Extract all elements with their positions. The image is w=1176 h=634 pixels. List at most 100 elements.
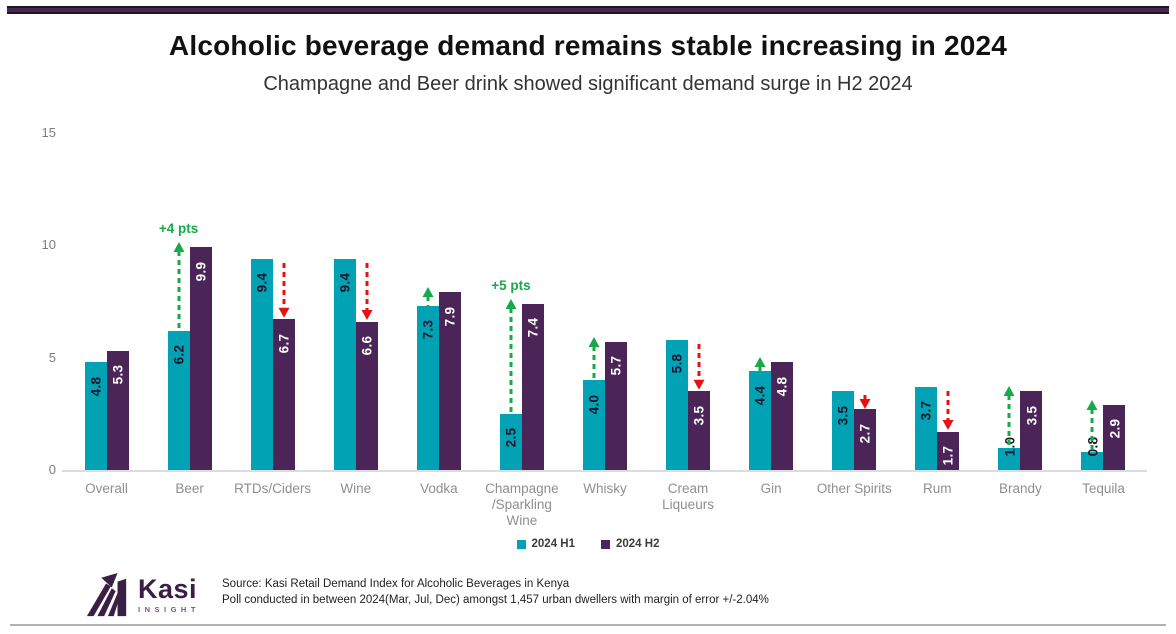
x-axis-line (62, 470, 1147, 472)
increase-arrow-icon (173, 242, 185, 333)
bar-value-label: 2.5 (503, 427, 519, 448)
bar-2024-h1 (333, 258, 356, 470)
bar-2024-h1 (666, 339, 689, 470)
category-label: Cream Liqueurs (662, 481, 714, 512)
legend-swatch-h1-icon (516, 539, 526, 549)
source-note: Source: Kasi Retail Demand Index for Alc… (222, 576, 769, 608)
top-banner-bar (7, 6, 1169, 14)
bar-value-label: 4.0 (586, 394, 602, 414)
bar-value-label: 2.9 (1106, 418, 1122, 439)
bar-value-label: 3.5 (835, 405, 851, 426)
category-label: Brandy (998, 481, 1042, 496)
increase-arrow-icon (1086, 399, 1098, 454)
category-label: Wine (340, 481, 372, 496)
source-line-1: Source: Kasi Retail Demand Index for Alc… (222, 578, 570, 590)
bar-2024-h1 (1081, 452, 1104, 470)
bar-2024-h2 (605, 341, 627, 470)
source-line-2: Poll conducted in between 2024(Mar, Jul,… (222, 594, 769, 606)
bar-value-label: 6.7 (276, 333, 292, 354)
y-tick-label: 0 (48, 462, 56, 477)
bar-value-label: 9.9 (193, 261, 209, 282)
bar-2024-h2 (272, 319, 295, 470)
category-label: Gin (760, 481, 782, 496)
increase-arrow-icon (1003, 386, 1015, 450)
category-label: Beer (175, 481, 204, 496)
bar-2024-h1 (416, 305, 439, 470)
bar-value-label: 4.4 (752, 385, 768, 405)
bar-2024-h1 (832, 391, 855, 470)
chart-legend: 2024 H1 2024 H2 (0, 538, 1176, 550)
bar-value-label: 5.3 (110, 364, 126, 385)
bar-value-label: 1.7 (940, 445, 956, 466)
bar-value-label: 3.7 (918, 400, 934, 421)
bar-2024-h2 (189, 247, 212, 470)
arrow-annotation: +5 pts (491, 277, 531, 293)
bar-2024-h1 (749, 371, 772, 470)
decrease-arrow-icon (859, 395, 871, 410)
y-tick-label: 15 (41, 124, 56, 140)
category-label: Whisky (583, 481, 627, 496)
bar-2024-h2 (106, 350, 129, 470)
logo-subtext: INSIGHT (138, 605, 200, 615)
bar-2024-h2 (355, 321, 378, 470)
bar-value-label: 9.4 (337, 272, 353, 293)
bar-value-label: 6.6 (359, 335, 375, 356)
category-label: Tequila (1082, 481, 1125, 496)
bar-2024-h2 (521, 303, 544, 470)
increase-arrow-icon (754, 357, 766, 373)
bar-value-label: 9.4 (254, 272, 270, 293)
bar-value-label: 6.2 (171, 344, 187, 365)
bar-2024-h2 (771, 362, 794, 470)
kasi-logo-icon (86, 572, 127, 617)
decrease-arrow-icon (693, 343, 705, 390)
bar-value-label: 3.5 (691, 405, 707, 426)
bar-2024-h2 (937, 431, 960, 470)
bar-2024-h1 (250, 258, 273, 470)
y-tick-label: 5 (48, 349, 56, 365)
bar-value-label: 5.7 (608, 355, 624, 376)
decrease-arrow-icon (278, 262, 290, 318)
legend-label-h1: 2024 H1 (531, 538, 575, 550)
category-label: Overall (85, 481, 128, 496)
decrease-arrow-icon (361, 262, 373, 320)
bar-2024-h1 (998, 447, 1021, 470)
legend-item-2024-h1: 2024 H1 (516, 538, 575, 550)
bar-value-label: 5.8 (669, 353, 685, 374)
bar-value-label: 7.9 (442, 306, 458, 327)
bar-2024-h2 (688, 391, 711, 470)
category-label: RTDs/Ciders (234, 481, 312, 496)
bar-2024-h2 (438, 292, 461, 470)
category-label: Other Spirits (816, 481, 892, 496)
category-label: Rum (923, 481, 952, 496)
bar-2024-h2 (1103, 404, 1126, 470)
bar-2024-h2 (854, 409, 877, 470)
category-label: Champagne /Sparkling Wine (485, 481, 559, 528)
bar-value-label: 4.8 (774, 376, 790, 396)
bar-value-label: 2.7 (857, 423, 873, 444)
legend-swatch-h2-icon (601, 539, 610, 549)
increase-arrow-icon (505, 298, 517, 416)
bar-2024-h1 (167, 330, 190, 470)
bar-value-label: 7.3 (420, 319, 436, 340)
arrow-annotation: +4 pts (158, 221, 199, 237)
chart-subtitle: Champagne and Beer drink showed signific… (263, 73, 913, 95)
decrease-arrow-icon (942, 390, 954, 430)
y-tick-label: 10 (41, 237, 56, 252)
increase-arrow-icon (588, 336, 600, 382)
kasi-insight-logo: Kasi INSIGHT (84, 572, 200, 618)
bar-value-label: 3.5 (1023, 405, 1039, 426)
logo-name-text: Kasi (138, 574, 198, 605)
legend-label-h2: 2024 H2 (616, 538, 660, 550)
bar-value-label: 7.4 (525, 317, 541, 338)
legend-item-2024-h2: 2024 H2 (601, 538, 659, 550)
bar-value-label: 4.8 (88, 376, 104, 396)
increase-arrow-icon (422, 287, 434, 308)
chart-title: Alcoholic beverage demand remains stable… (168, 30, 1008, 61)
bar-2024-h2 (1020, 391, 1043, 470)
bottom-divider (10, 624, 1166, 626)
bar-2024-h1 (915, 386, 938, 470)
bar-2024-h1 (583, 380, 605, 470)
category-label: Vodka (420, 481, 458, 496)
